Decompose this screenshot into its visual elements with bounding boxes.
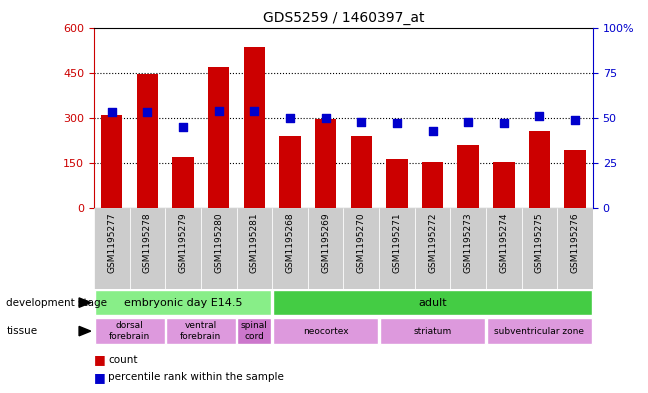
Bar: [166, 318, 236, 344]
Bar: [422, 162, 443, 208]
Bar: [165, 208, 201, 289]
Bar: [351, 136, 372, 208]
Text: adult: adult: [418, 298, 447, 308]
Bar: [272, 208, 308, 289]
Point: [249, 108, 259, 114]
Bar: [137, 74, 158, 208]
Point: [499, 120, 509, 127]
Bar: [450, 208, 486, 289]
Text: GSM1195275: GSM1195275: [535, 212, 544, 273]
Bar: [208, 67, 229, 208]
Point: [463, 118, 473, 125]
Text: dorsal
forebrain: dorsal forebrain: [109, 321, 150, 341]
Bar: [379, 208, 415, 289]
Text: neocortex: neocortex: [303, 327, 349, 336]
Point: [534, 113, 544, 119]
Text: development stage: development stage: [6, 298, 108, 308]
Bar: [486, 208, 522, 289]
Point: [143, 109, 153, 116]
Point: [570, 117, 581, 123]
Bar: [564, 149, 586, 208]
Bar: [380, 318, 485, 344]
Bar: [172, 157, 194, 208]
Bar: [101, 115, 122, 208]
Text: GSM1195277: GSM1195277: [108, 212, 116, 273]
Point: [214, 108, 224, 114]
Point: [392, 120, 402, 127]
Bar: [315, 119, 336, 208]
Title: GDS5259 / 1460397_at: GDS5259 / 1460397_at: [262, 11, 424, 25]
Text: GSM1195276: GSM1195276: [571, 212, 579, 273]
Point: [285, 115, 295, 121]
Bar: [308, 208, 343, 289]
Point: [106, 109, 117, 116]
Bar: [487, 318, 592, 344]
Text: subventricular zone: subventricular zone: [494, 327, 584, 336]
Text: tissue: tissue: [6, 326, 38, 336]
Point: [428, 127, 438, 134]
Text: GSM1195273: GSM1195273: [464, 212, 472, 273]
Text: GSM1195278: GSM1195278: [143, 212, 152, 273]
Bar: [94, 208, 130, 289]
Bar: [557, 208, 593, 289]
Bar: [95, 290, 272, 315]
Text: GSM1195269: GSM1195269: [321, 212, 330, 273]
Text: GSM1195274: GSM1195274: [500, 212, 508, 273]
Point: [320, 115, 330, 121]
Bar: [386, 158, 408, 208]
Bar: [457, 145, 479, 208]
Text: GSM1195268: GSM1195268: [286, 212, 294, 273]
Text: GSM1195281: GSM1195281: [250, 212, 259, 273]
Text: GSM1195270: GSM1195270: [357, 212, 365, 273]
Text: GSM1195271: GSM1195271: [393, 212, 401, 273]
Bar: [237, 318, 272, 344]
Polygon shape: [79, 298, 91, 307]
Text: GSM1195279: GSM1195279: [179, 212, 187, 273]
Text: spinal
cord: spinal cord: [241, 321, 268, 341]
Bar: [529, 131, 550, 208]
Text: embryonic day E14.5: embryonic day E14.5: [124, 298, 242, 308]
Bar: [273, 318, 378, 344]
Bar: [237, 208, 272, 289]
Text: percentile rank within the sample: percentile rank within the sample: [108, 372, 284, 382]
Bar: [343, 208, 379, 289]
Polygon shape: [79, 326, 91, 336]
Text: ■: ■: [94, 371, 106, 384]
Text: count: count: [108, 354, 138, 365]
Text: ventral
forebrain: ventral forebrain: [180, 321, 222, 341]
Bar: [522, 208, 557, 289]
Bar: [273, 290, 592, 315]
Bar: [279, 136, 301, 208]
Text: GSM1195272: GSM1195272: [428, 212, 437, 273]
Bar: [244, 47, 265, 208]
Bar: [415, 208, 450, 289]
Bar: [95, 318, 165, 344]
Text: striatum: striatum: [413, 327, 452, 336]
Point: [356, 118, 367, 125]
Bar: [201, 208, 237, 289]
Text: GSM1195280: GSM1195280: [214, 212, 223, 273]
Bar: [493, 162, 515, 208]
Text: ■: ■: [94, 353, 106, 366]
Bar: [130, 208, 165, 289]
Point: [178, 124, 188, 130]
